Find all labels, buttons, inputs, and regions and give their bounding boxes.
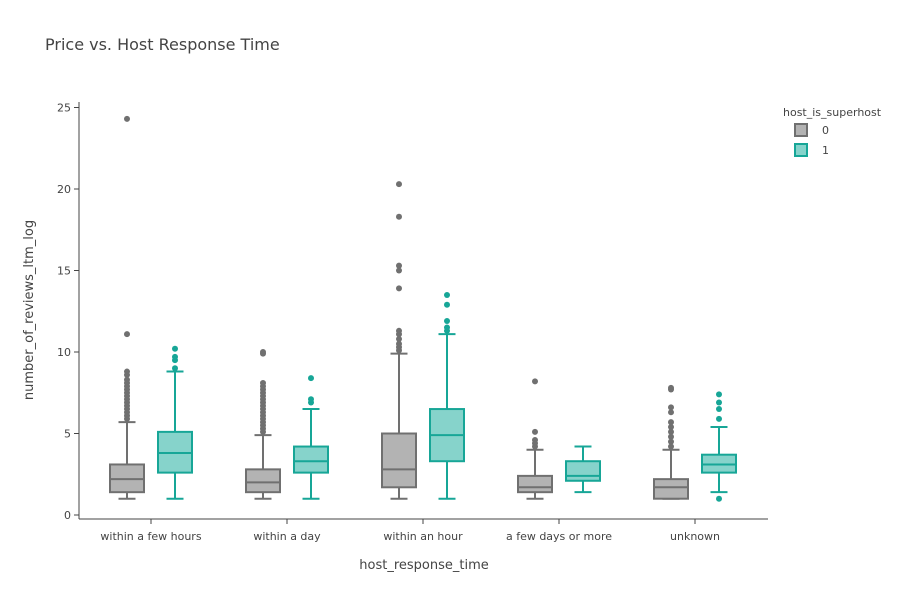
box-iqr — [293, 445, 329, 474]
y-axis-label: number_of_reviews_ltm_log — [22, 220, 37, 400]
outlier-point — [444, 324, 450, 331]
box-iqr — [653, 478, 689, 500]
legend-title: host_is_superhost — [783, 106, 882, 119]
outlier-point — [396, 335, 402, 342]
outlier-point — [668, 438, 674, 445]
box-0-3 — [517, 378, 553, 500]
chart-title: Price vs. Host Response Time — [45, 35, 280, 54]
outlier-point — [716, 406, 722, 413]
box-1-1 — [293, 375, 329, 500]
box-iqr — [565, 460, 601, 482]
y-tick-label: 20 — [57, 183, 71, 196]
outlier-point — [716, 391, 722, 398]
outlier-point — [444, 301, 450, 308]
outlier-point — [532, 437, 538, 444]
outlier-point — [668, 423, 674, 430]
outlier-point — [668, 419, 674, 426]
outlier-point — [124, 331, 130, 338]
y-ticks: 0 5 10 15 20 25 — [57, 102, 79, 522]
box-0-2 — [381, 181, 417, 500]
box-iqr — [245, 468, 281, 494]
outlier-point — [444, 291, 450, 298]
box-1-0 — [157, 345, 193, 500]
box-0-0 — [109, 115, 145, 500]
outlier-point — [260, 379, 266, 386]
legend: host_is_superhost 0 1 — [783, 106, 882, 157]
outlier-point — [308, 396, 314, 403]
outlier-point — [716, 415, 722, 422]
outlier-point — [124, 368, 130, 375]
outlier-point — [532, 428, 538, 435]
legend-swatch-0 — [794, 123, 808, 137]
legend-label-0: 0 — [822, 124, 829, 137]
box-1-3 — [565, 445, 601, 494]
outlier-point — [668, 404, 674, 411]
x-tick-label: a few days or more — [506, 530, 612, 543]
x-axis-label: host_response_time — [359, 558, 488, 573]
x-tick-label: within a day — [253, 530, 321, 543]
y-tick-label: 15 — [57, 265, 71, 278]
outlier-point — [396, 262, 402, 269]
outlier-point — [444, 318, 450, 325]
y-tick-label: 5 — [64, 428, 71, 441]
legend-label-1: 1 — [822, 144, 829, 157]
outlier-point — [396, 181, 402, 188]
y-tick-label: 0 — [64, 509, 71, 522]
outlier-point — [396, 267, 402, 274]
y-tick-label: 25 — [57, 102, 71, 115]
series-0 — [109, 115, 689, 500]
box-1-4 — [701, 391, 737, 502]
outlier-point — [668, 433, 674, 440]
box-1-2 — [429, 291, 465, 500]
outlier-point — [396, 340, 402, 347]
y-tick-label: 10 — [57, 346, 71, 359]
outlier-point — [172, 345, 178, 352]
outlier-point — [716, 399, 722, 406]
outlier-point — [396, 285, 402, 292]
x-tick-label: unknown — [670, 530, 720, 543]
box-0-4 — [653, 384, 689, 500]
outlier-point — [124, 115, 130, 122]
outlier-point — [396, 213, 402, 220]
x-tick-label: within an hour — [383, 530, 463, 543]
outlier-point — [308, 375, 314, 382]
box-0-1 — [245, 349, 281, 500]
outlier-point — [668, 409, 674, 416]
outlier-point — [172, 365, 178, 372]
outlier-point — [172, 353, 178, 360]
outlier-point — [668, 443, 674, 450]
outlier-point — [668, 428, 674, 435]
series-1 — [157, 291, 737, 502]
x-tick-label: within a few hours — [100, 530, 201, 543]
outlier-point — [124, 376, 130, 383]
plot-area — [109, 115, 737, 502]
outlier-point — [716, 495, 722, 502]
legend-swatch-1 — [794, 143, 808, 157]
box-iqr — [381, 432, 417, 489]
outlier-point — [532, 378, 538, 385]
outlier-point — [668, 384, 674, 391]
outlier-point — [396, 327, 402, 334]
box-iqr — [517, 474, 553, 494]
outlier-point — [260, 349, 266, 355]
x-ticks: within a few hours within a day within an … — [100, 519, 720, 543]
